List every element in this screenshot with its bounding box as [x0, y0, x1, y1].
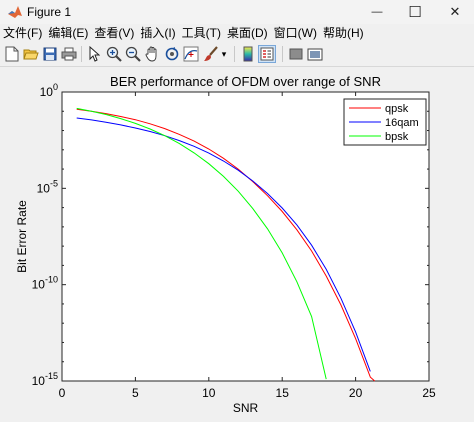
- chart-title: BER performance of OFDM over range of SN…: [110, 74, 381, 89]
- data-cursor-icon: [183, 46, 199, 62]
- brush-dropdown-button[interactable]: ▾: [219, 45, 229, 63]
- hide-plot-tools-button[interactable]: [287, 45, 305, 63]
- save-button[interactable]: [41, 45, 59, 63]
- legend-label-bpsk: bpsk: [385, 131, 409, 143]
- pointer-icon: [89, 46, 100, 62]
- x-tick-label: 0: [59, 386, 66, 400]
- close-icon: ✕: [449, 4, 461, 19]
- menu-desktop[interactable]: 桌面(D): [226, 26, 268, 40]
- y-tick-exponent: 0: [53, 82, 58, 92]
- open-file-icon: [23, 49, 39, 60]
- print-icon: [61, 47, 77, 61]
- x-tick-label: 5: [132, 386, 139, 400]
- x-tick-label: 15: [276, 386, 290, 400]
- ber-chart: BER performance of OFDM over range of SN…: [15, 74, 436, 415]
- y-tick-base: 10: [40, 85, 54, 99]
- legend-icon: [260, 47, 274, 61]
- y-tick-exponent: -10: [45, 275, 58, 285]
- x-tick-label: 20: [349, 386, 363, 400]
- x-tick-label: 10: [202, 386, 216, 400]
- open-file-button[interactable]: [22, 45, 40, 63]
- print-button[interactable]: [60, 45, 78, 63]
- y-axis-label: Bit Error Rate: [15, 200, 29, 273]
- y-tick-base: 10: [32, 278, 46, 292]
- x-axis-label: SNR: [233, 401, 259, 415]
- y-tick-label: 10-5: [37, 178, 58, 195]
- y-tick-label: 10-15: [32, 371, 58, 388]
- series-line-qpsk: [76, 108, 376, 382]
- pan-icon: [145, 46, 157, 62]
- series-line-16qam: [76, 117, 371, 372]
- close-button[interactable]: ✕: [436, 0, 474, 24]
- menu-view[interactable]: 查看(V): [94, 26, 135, 40]
- series-line-bpsk: [76, 107, 327, 380]
- zoom-in-icon: [106, 46, 122, 62]
- new-figure-button[interactable]: [3, 45, 21, 63]
- brush-icon: [204, 46, 218, 61]
- zoom-in-button[interactable]: [105, 45, 123, 63]
- maximize-button[interactable]: ☐: [396, 0, 434, 24]
- zoom-out-icon: [125, 46, 141, 62]
- data-cursor-button[interactable]: [182, 45, 200, 63]
- legend-label-qpsk: qpsk: [385, 103, 409, 115]
- new-figure-icon: [5, 46, 19, 62]
- y-tick-exponent: -5: [50, 178, 58, 188]
- y-tick-label: 10-10: [32, 275, 58, 292]
- show-plot-tools-icon: [307, 48, 323, 60]
- y-tick-base: 10: [37, 181, 51, 195]
- colorbar-icon: [243, 46, 253, 62]
- colorbar-button[interactable]: [239, 45, 257, 63]
- hide-plot-tools-icon: [289, 48, 303, 60]
- toolbar-separator: [234, 46, 235, 62]
- pan-button[interactable]: [143, 45, 161, 63]
- menu-window[interactable]: 窗口(W): [273, 26, 317, 40]
- pointer-button[interactable]: [85, 45, 103, 63]
- series-lines: [76, 107, 376, 382]
- menu-edit[interactable]: 编辑(E): [48, 26, 89, 40]
- zoom-out-button[interactable]: [124, 45, 142, 63]
- minimize-icon: —: [371, 6, 383, 18]
- chevron-down-icon: ▾: [221, 48, 227, 59]
- x-ticks: 0 5 10 15 20 25: [59, 92, 436, 400]
- matlab-icon: [8, 6, 22, 18]
- x-tick-label: 25: [422, 386, 436, 400]
- menu-help[interactable]: 帮助(H): [322, 26, 364, 40]
- rotate-icon: [165, 47, 179, 61]
- figure-canvas: BER performance of OFDM over range of SN…: [0, 67, 474, 419]
- legend-label-16qam: 16qam: [385, 117, 419, 129]
- maximize-icon: ☐: [408, 4, 422, 21]
- legend[interactable]: qpsk 16qam bpsk: [343, 98, 427, 146]
- legend-button[interactable]: [258, 45, 276, 63]
- figure-toolbar: ▾: [0, 43, 474, 67]
- menu-bar: 文件(F) 编辑(E) 查看(V) 插入(I) 工具(T) 桌面(D) 窗口(W…: [0, 24, 474, 43]
- title-bar: Figure 1 — ☐ ✕: [0, 0, 474, 24]
- toolbar-separator: [81, 46, 82, 62]
- y-tick-label: 100: [40, 82, 58, 99]
- y-tick-base: 10: [32, 374, 46, 388]
- minimize-button[interactable]: —: [358, 0, 396, 24]
- y-tick-exponent: -15: [45, 371, 58, 381]
- menu-insert[interactable]: 插入(I): [140, 26, 176, 40]
- window-title: Figure 1: [27, 5, 72, 19]
- brush-button[interactable]: [202, 45, 220, 63]
- save-icon: [43, 47, 57, 61]
- menu-tools[interactable]: 工具(T): [181, 26, 221, 40]
- toolbar-separator: [282, 46, 283, 62]
- show-plot-tools-button[interactable]: [306, 45, 324, 63]
- menu-file[interactable]: 文件(F): [3, 26, 43, 40]
- rotate-button[interactable]: [163, 45, 181, 63]
